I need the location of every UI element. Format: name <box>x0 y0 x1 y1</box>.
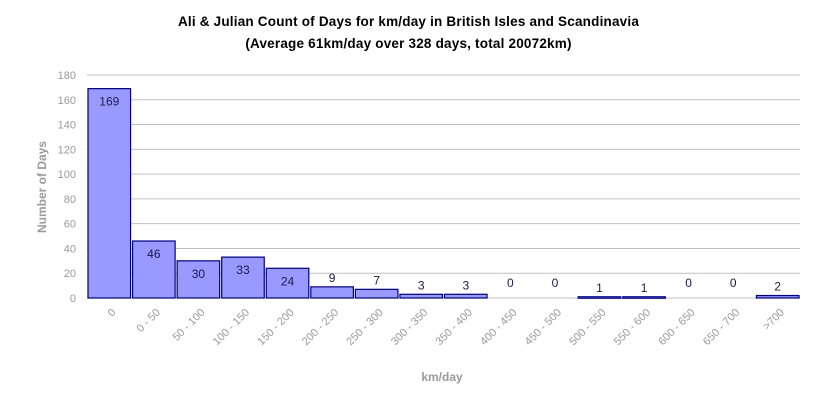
y-tick-label: 20 <box>64 268 76 280</box>
chart-title: Ali & Julian Count of Days for km/day in… <box>177 14 640 29</box>
y-tick-label: 140 <box>58 120 76 132</box>
bar <box>399 293 444 299</box>
bar <box>176 260 221 299</box>
x-tick-label: 400 - 450 <box>478 307 519 348</box>
data-label: 0 <box>730 276 737 290</box>
chart-subtitle: (Average 61km/day over 328 days, total 2… <box>245 36 572 51</box>
data-label: 9 <box>329 271 336 285</box>
data-label: 30 <box>192 267 206 281</box>
data-label: 3 <box>462 278 469 292</box>
data-label: 33 <box>236 263 250 277</box>
y-tick-label: 40 <box>64 243 76 255</box>
bar <box>755 294 800 299</box>
data-label: 0 <box>507 276 514 290</box>
x-axis-ticks: 0 0 - 50 50 - 100 100 - 150 150 - 200 200 - 2… <box>106 307 787 348</box>
data-label: 0 <box>552 276 559 290</box>
bar <box>221 256 265 299</box>
x-tick-label: 50 - 100 <box>170 307 207 344</box>
bar <box>622 296 666 299</box>
data-label: 1 <box>641 281 648 295</box>
x-tick-label: 250 - 300 <box>344 307 385 348</box>
x-tick-label: 150 - 200 <box>255 307 296 348</box>
y-tick-label: 180 <box>58 70 76 82</box>
y-tick-label: 120 <box>58 144 76 156</box>
data-label: 46 <box>147 247 161 261</box>
x-tick-label: 0 <box>106 307 119 320</box>
bar <box>310 286 354 299</box>
y-tick-label: 60 <box>64 219 76 231</box>
bar <box>443 293 488 299</box>
y-axis-title: Number of Days <box>35 141 49 233</box>
data-label: 7 <box>373 273 380 287</box>
x-tick-label: 650 - 700 <box>701 307 742 348</box>
bar <box>354 288 399 299</box>
x-tick-label: 350 - 400 <box>434 307 475 348</box>
y-tick-label: 160 <box>58 95 76 107</box>
x-tick-label: 600 - 650 <box>656 307 697 348</box>
bar <box>577 296 622 299</box>
x-tick-label: 450 - 500 <box>523 307 564 348</box>
x-tick-label: 0 - 50 <box>135 307 163 335</box>
bar <box>131 240 176 299</box>
y-tick-label: 0 <box>70 293 76 305</box>
y-tick-label: 80 <box>64 194 76 206</box>
data-label: 2 <box>774 280 781 294</box>
bars <box>87 88 800 299</box>
data-label: 0 <box>685 276 692 290</box>
x-tick-label: 300 - 350 <box>389 307 430 348</box>
bar <box>87 88 132 299</box>
data-label: 1 <box>596 281 603 295</box>
bar <box>265 267 310 299</box>
x-tick-label: 550 - 600 <box>612 307 653 348</box>
x-tick-label: 200 - 250 <box>300 307 341 348</box>
data-label: 24 <box>281 274 295 288</box>
x-tick-label: >700 <box>761 307 787 333</box>
data-label: 3 <box>418 278 425 292</box>
y-tick-label: 100 <box>58 169 76 181</box>
x-tick-label: 100 - 150 <box>211 307 252 348</box>
data-label: 169 <box>99 95 119 109</box>
x-axis-title: km/day <box>421 370 463 384</box>
y-axis-ticks: 0 20 40 60 80 100 120 140 160 180 <box>58 70 76 305</box>
x-tick-label: 500 - 550 <box>567 307 608 348</box>
